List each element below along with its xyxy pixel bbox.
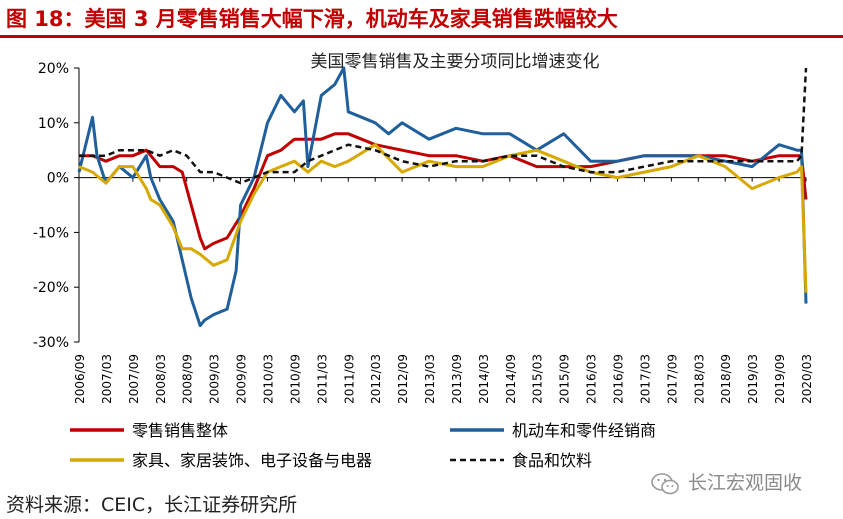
x-tick-label: 2007/09 <box>127 354 141 404</box>
series-layer <box>77 66 808 328</box>
x-tick-label: 2017/03 <box>638 354 652 404</box>
x-tick-label: 2011/09 <box>342 354 356 404</box>
series-line-2 <box>77 66 808 328</box>
legend-label-1: 零售销售整体 <box>132 421 228 440</box>
x-tick-label: 2018/09 <box>719 354 733 404</box>
series-line-4 <box>79 67 808 185</box>
x-tick-label: 2010/03 <box>261 354 275 404</box>
x-tick-label: 2009/09 <box>235 354 249 404</box>
wechat-icon <box>651 472 679 494</box>
watermark-text: 长江宏观固收 <box>688 472 803 494</box>
series-line-1 <box>79 132 808 251</box>
chart-axes: -30% -20% -10% 0% 10% 20% 2006/09 2007/03 2007/0… <box>33 61 814 404</box>
title-divider <box>0 35 843 38</box>
x-tick-label: 2016/03 <box>585 354 599 404</box>
chart-title: 美国零售销售及主要分项同比增速变化 <box>311 52 600 72</box>
x-tick-label: 2008/09 <box>181 354 195 404</box>
x-tick-label: 2009/03 <box>208 354 222 404</box>
y-tick-label: -20% <box>33 280 69 296</box>
x-tick-label: 2020/03 <box>800 354 814 404</box>
x-tick-label: 2008/03 <box>154 354 168 404</box>
y-tick-label: 0% <box>47 171 69 187</box>
legend-label-2: 机动车和零件经销商 <box>512 421 656 440</box>
y-tick-label: 20% <box>38 61 69 77</box>
y-tick-label: -10% <box>33 225 69 241</box>
watermark: 长江宏观固收 <box>650 468 802 496</box>
x-tick-label: 2019/03 <box>746 354 760 404</box>
x-tick-label: 2015/09 <box>558 354 572 404</box>
x-tick-label: 2018/03 <box>692 354 706 404</box>
series-line-3 <box>78 143 808 293</box>
x-tick-label: 2014/09 <box>504 354 518 404</box>
x-tick-label: 2007/03 <box>100 354 114 404</box>
y-tick-label: -30% <box>33 335 69 351</box>
x-tick-label: 2012/09 <box>396 354 410 404</box>
x-tick-label: 2011/03 <box>315 354 329 404</box>
x-tick-label: 2015/03 <box>531 354 545 404</box>
x-tick-label: 2019/09 <box>773 354 787 404</box>
x-tick-label: 2014/03 <box>477 354 491 404</box>
legend-label-4: 食品和饮料 <box>512 451 592 470</box>
legend-label-3: 家具、家居装饰、电子设备与电器 <box>132 451 372 470</box>
x-tick-label: 2013/03 <box>423 354 437 404</box>
x-tick-label: 2016/09 <box>612 354 626 404</box>
figure-title: 图 18：美国 3 月零售销售大幅下滑，机动车及家具销售跌幅较大 <box>6 7 618 31</box>
source-note: 资料来源：CEIC，长江证券研究所 <box>6 494 298 516</box>
x-tick-label: 2013/09 <box>450 354 464 404</box>
y-tick-label: 10% <box>38 116 69 132</box>
x-tick-label: 2017/09 <box>665 354 679 404</box>
x-tick-label: 2010/09 <box>288 354 302 404</box>
x-tick-label: 2006/09 <box>73 354 87 404</box>
x-tick-label: 2012/03 <box>369 354 383 404</box>
